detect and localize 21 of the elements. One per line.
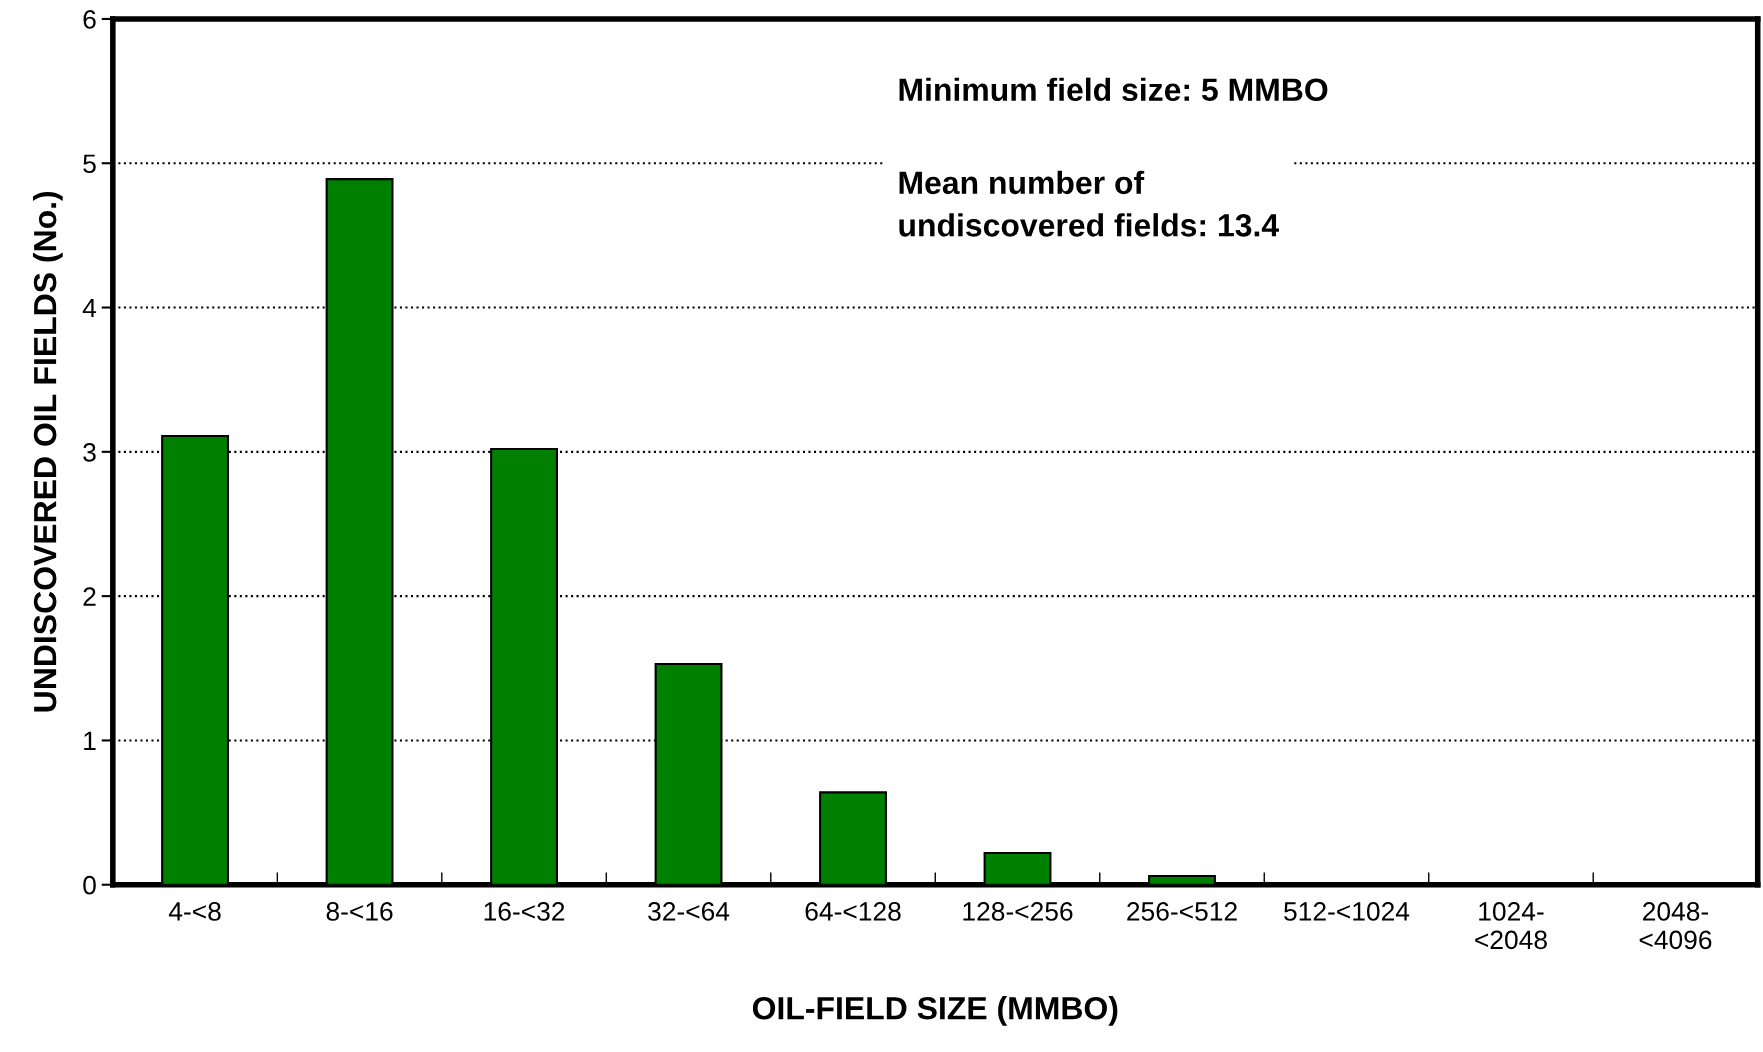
x-tick-label: 2048- <4096	[1639, 902, 1712, 950]
x-tick-label: 512-<1024	[1284, 902, 1410, 921]
x-tick-label: 16-<32	[484, 902, 565, 921]
x-tick-label: 128-<256	[963, 902, 1073, 921]
x-tick-label: 32-<64	[648, 902, 730, 921]
x-tick-label: 1024- <2048	[1475, 902, 1547, 950]
x-tick-label: 256-<512	[1127, 902, 1237, 921]
x-axis-title: OIL-FIELD SIZE (MMBO)	[752, 996, 1118, 1026]
y-tick-label: 2	[83, 587, 96, 606]
y-tick-label: 3	[83, 442, 96, 462]
y-axis-title: UNDISCOVERED OIL FIELDS (No.)	[32, 191, 63, 712]
annotation: Minimum field size: 5 MMBO	[899, 77, 1328, 102]
y-tick-label: 5	[83, 154, 96, 174]
x-tick-label: 64-<128	[805, 902, 901, 921]
y-tick-label: 4	[82, 298, 97, 318]
y-tick-label: 0	[83, 875, 96, 895]
x-tick-label: 4-<8	[168, 902, 221, 921]
annotation: Mean number of undiscovered fields: 13.4	[899, 170, 1279, 237]
x-tick-label: 8-<16	[326, 902, 393, 921]
y-tick-label: 6	[83, 10, 96, 29]
y-tick-label: 1	[84, 731, 96, 750]
